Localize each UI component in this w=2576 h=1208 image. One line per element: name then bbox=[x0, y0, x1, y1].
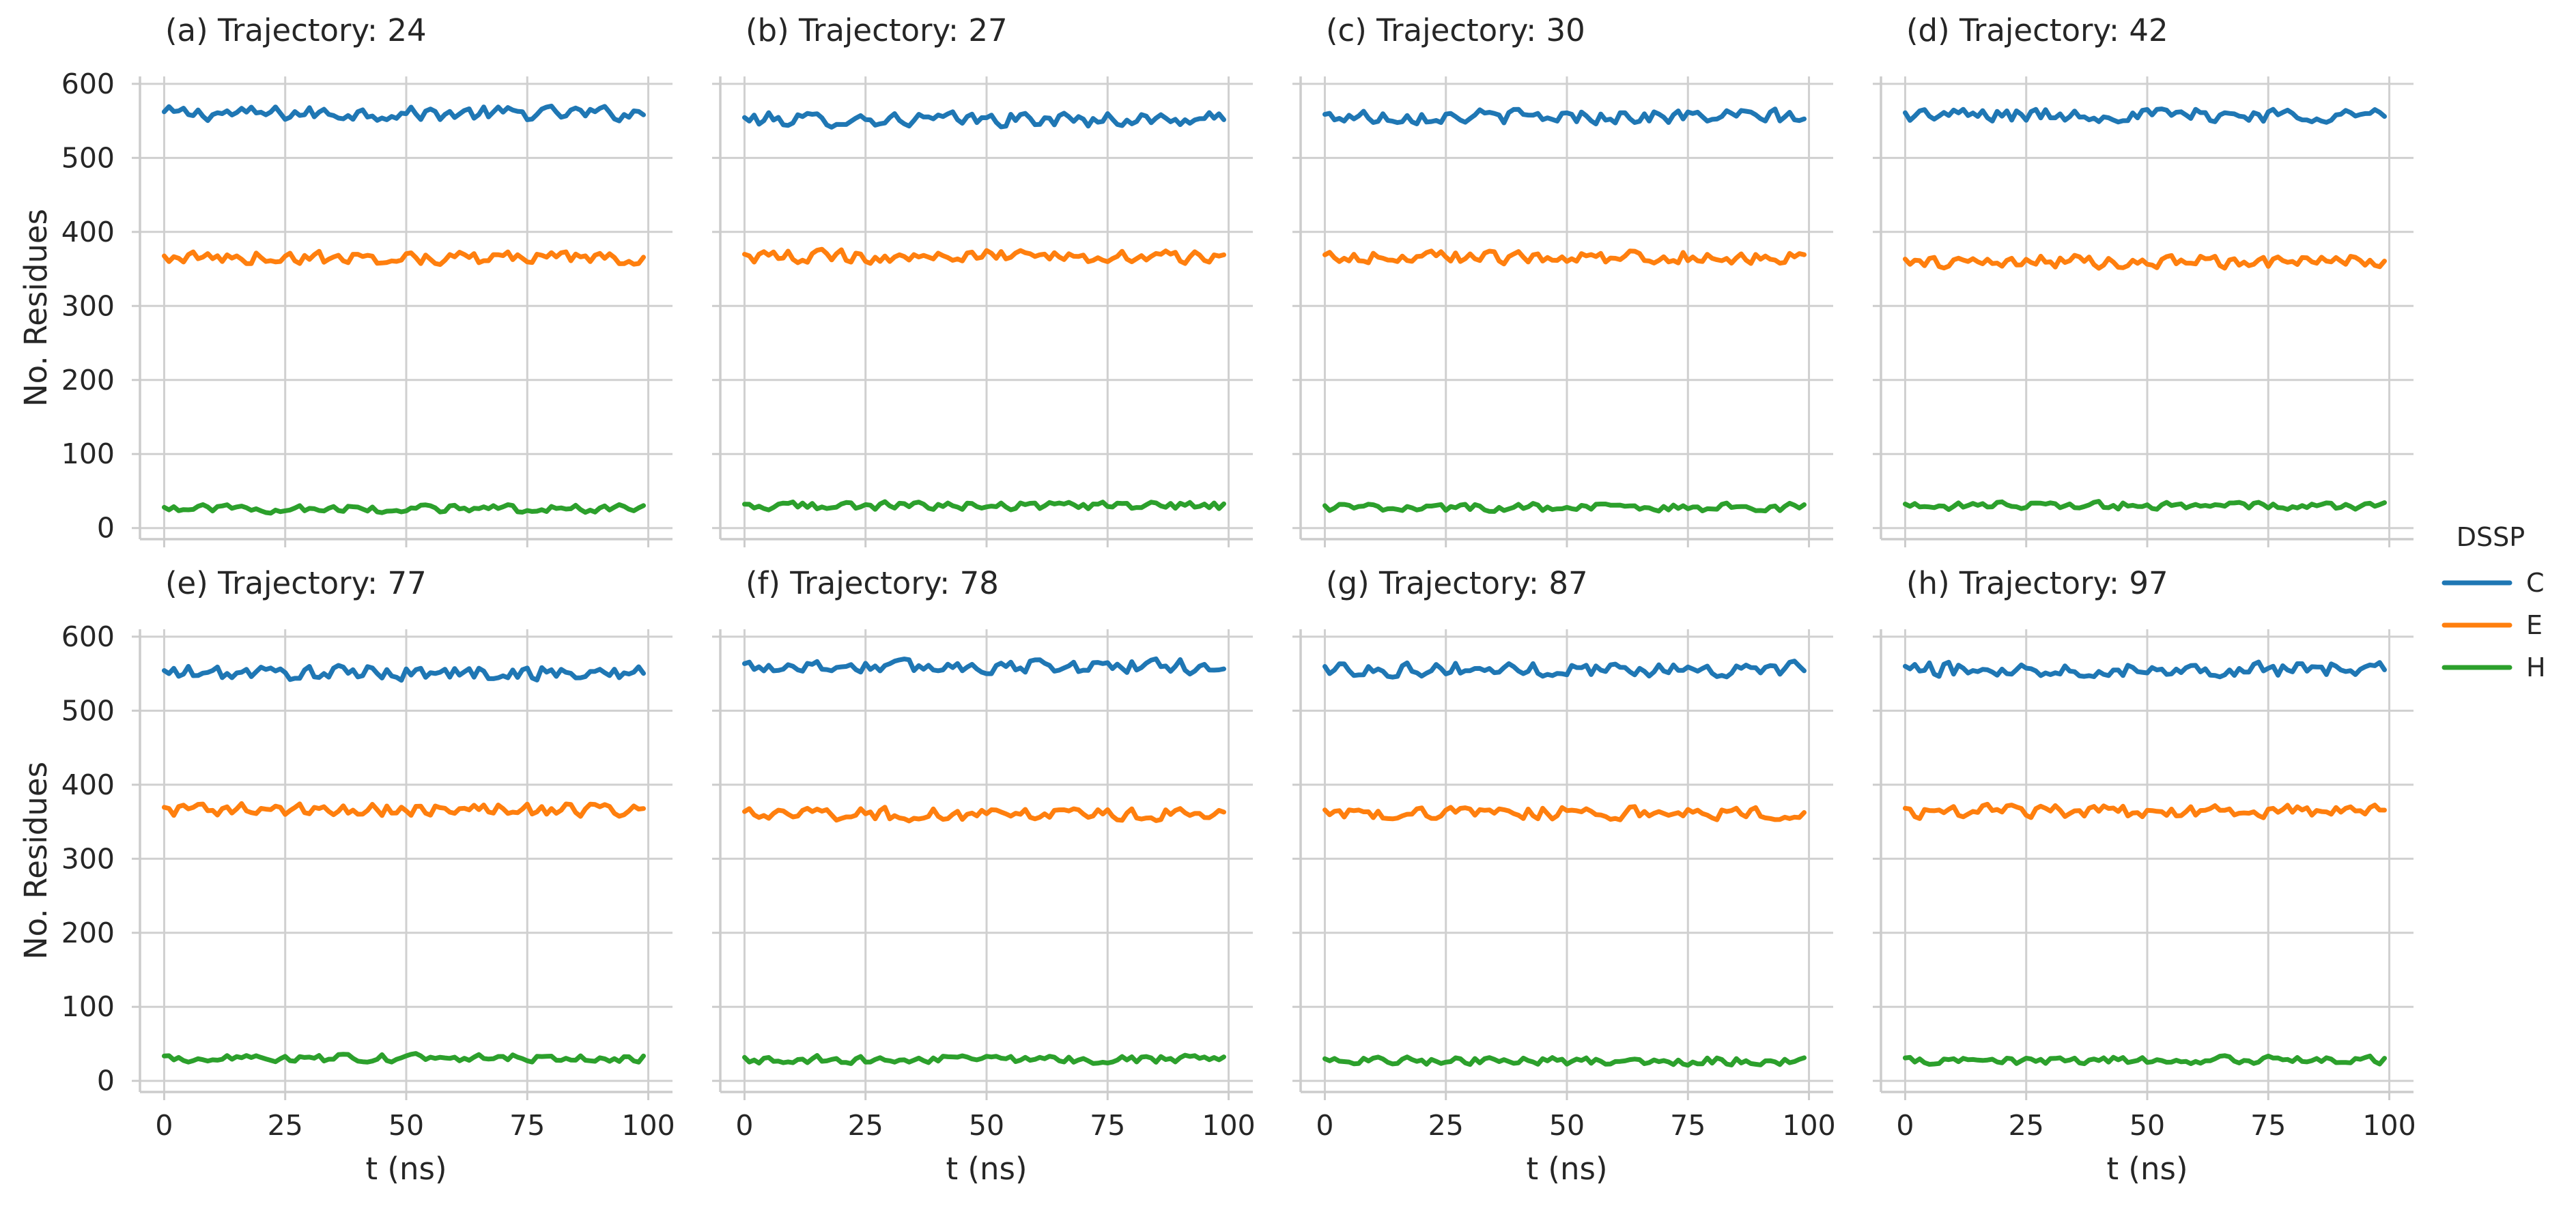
panel-g: (g) Trajectory: 87 0 25 50 75 100 t (ns) bbox=[1292, 565, 1836, 1187]
x-tick-label: 50 bbox=[388, 1109, 424, 1142]
y-tick-label: 100 bbox=[61, 990, 115, 1023]
x-tick-label: 0 bbox=[155, 1109, 173, 1142]
y-tick-label: 200 bbox=[61, 917, 115, 949]
series-line-E bbox=[162, 801, 646, 819]
series-line-H bbox=[1322, 500, 1807, 514]
series-line-E bbox=[1322, 804, 1807, 822]
panel-d: (d) Trajectory: 42 bbox=[1873, 12, 2414, 547]
y-tick-label: 400 bbox=[61, 216, 115, 248]
series-line-E bbox=[1322, 248, 1807, 267]
x-tick-label: 25 bbox=[268, 1109, 303, 1142]
series-line-H bbox=[742, 499, 1226, 513]
panel-f: (f) Trajectory: 78 0 25 50 75 100 t (ns) bbox=[712, 565, 1256, 1187]
y-tick-label: 0 bbox=[97, 1065, 115, 1097]
panel-c: (c) Trajectory: 30 bbox=[1292, 12, 1833, 547]
panels-layer: (a) Trajectory: 240100200300400500600No.… bbox=[18, 12, 2416, 1187]
series-line-H bbox=[1903, 499, 2387, 513]
x-tick-label: 50 bbox=[2129, 1109, 2165, 1142]
series-line-E bbox=[1903, 253, 2387, 271]
x-tick-label: 75 bbox=[509, 1109, 545, 1142]
series-line-E bbox=[742, 805, 1226, 824]
legend: DSSP CEH bbox=[2441, 522, 2546, 682]
legend-title: DSSP bbox=[2457, 522, 2525, 552]
y-axis-label: No. Residues bbox=[18, 209, 54, 407]
x-tick-label: 0 bbox=[1316, 1109, 1333, 1142]
series-line-E bbox=[162, 248, 646, 268]
panel-title: (c) Trajectory: 30 bbox=[1326, 12, 1585, 48]
series-line-C bbox=[162, 103, 646, 124]
series-line-C bbox=[1322, 106, 1807, 127]
series-line-H bbox=[162, 502, 646, 516]
series-line-C bbox=[1322, 659, 1807, 680]
panel-e: (e) Trajectory: 770100200300400500600No.… bbox=[18, 565, 675, 1187]
series-line-H bbox=[1322, 1054, 1807, 1068]
y-tick-label: 600 bbox=[61, 68, 115, 100]
panel-title: (e) Trajectory: 77 bbox=[165, 565, 427, 601]
panel-b: (b) Trajectory: 27 bbox=[712, 12, 1253, 547]
panel-title: (h) Trajectory: 97 bbox=[1906, 565, 2168, 601]
x-axis-label: t (ns) bbox=[365, 1151, 447, 1187]
x-tick-label: 25 bbox=[1428, 1109, 1464, 1142]
x-tick-label: 0 bbox=[1896, 1109, 1914, 1142]
y-axis-label: No. Residues bbox=[18, 762, 54, 960]
panel-title: (a) Trajectory: 24 bbox=[165, 12, 427, 48]
series-line-C bbox=[1903, 659, 2387, 680]
y-tick-label: 400 bbox=[61, 768, 115, 801]
y-tick-label: 300 bbox=[61, 842, 115, 875]
series-line-H bbox=[1903, 1053, 2387, 1067]
panel-title: (g) Trajectory: 87 bbox=[1326, 565, 1588, 601]
x-tick-label: 50 bbox=[1549, 1109, 1585, 1142]
panel-h: (h) Trajectory: 97 0 25 50 75 100 t (ns) bbox=[1873, 565, 2416, 1187]
y-tick-label: 200 bbox=[61, 364, 115, 397]
x-tick-label: 50 bbox=[969, 1109, 1004, 1142]
series-line-H bbox=[742, 1052, 1226, 1066]
series-line-E bbox=[742, 246, 1226, 266]
series-line-C bbox=[742, 656, 1226, 677]
y-tick-label: 500 bbox=[61, 141, 115, 174]
legend-label-E: E bbox=[2526, 610, 2543, 640]
x-tick-label: 100 bbox=[2362, 1109, 2416, 1142]
legend-label-C: C bbox=[2526, 568, 2545, 598]
x-axis-label: t (ns) bbox=[2106, 1151, 2188, 1187]
legend-label-H: H bbox=[2526, 652, 2546, 682]
series-line-H bbox=[162, 1051, 646, 1065]
series-line-C bbox=[742, 109, 1226, 130]
y-tick-label: 300 bbox=[61, 289, 115, 322]
panel-title: (b) Trajectory: 27 bbox=[746, 12, 1008, 48]
series-line-C bbox=[1903, 106, 2387, 125]
x-tick-label: 100 bbox=[1782, 1109, 1835, 1142]
series-line-C bbox=[162, 663, 646, 683]
x-tick-label: 75 bbox=[2250, 1109, 2286, 1142]
x-axis-label: t (ns) bbox=[1526, 1151, 1607, 1187]
x-tick-label: 100 bbox=[621, 1109, 675, 1142]
x-tick-label: 25 bbox=[848, 1109, 883, 1142]
y-tick-label: 500 bbox=[61, 694, 115, 727]
x-tick-label: 25 bbox=[2009, 1109, 2044, 1142]
y-tick-label: 600 bbox=[61, 620, 115, 653]
x-tick-label: 100 bbox=[1202, 1109, 1255, 1142]
x-tick-label: 75 bbox=[1670, 1109, 1705, 1142]
panel-title: (f) Trajectory: 78 bbox=[746, 565, 999, 601]
panel-title: (d) Trajectory: 42 bbox=[1906, 12, 2168, 48]
x-tick-label: 75 bbox=[1090, 1109, 1125, 1142]
y-tick-label: 0 bbox=[97, 512, 115, 545]
x-axis-label: t (ns) bbox=[946, 1151, 1027, 1187]
series-line-E bbox=[1903, 801, 2387, 821]
x-tick-label: 0 bbox=[735, 1109, 753, 1142]
y-tick-label: 100 bbox=[61, 437, 115, 470]
panel-a: (a) Trajectory: 24 0 100 200 300 400 500 600 No.… bbox=[18, 12, 673, 547]
